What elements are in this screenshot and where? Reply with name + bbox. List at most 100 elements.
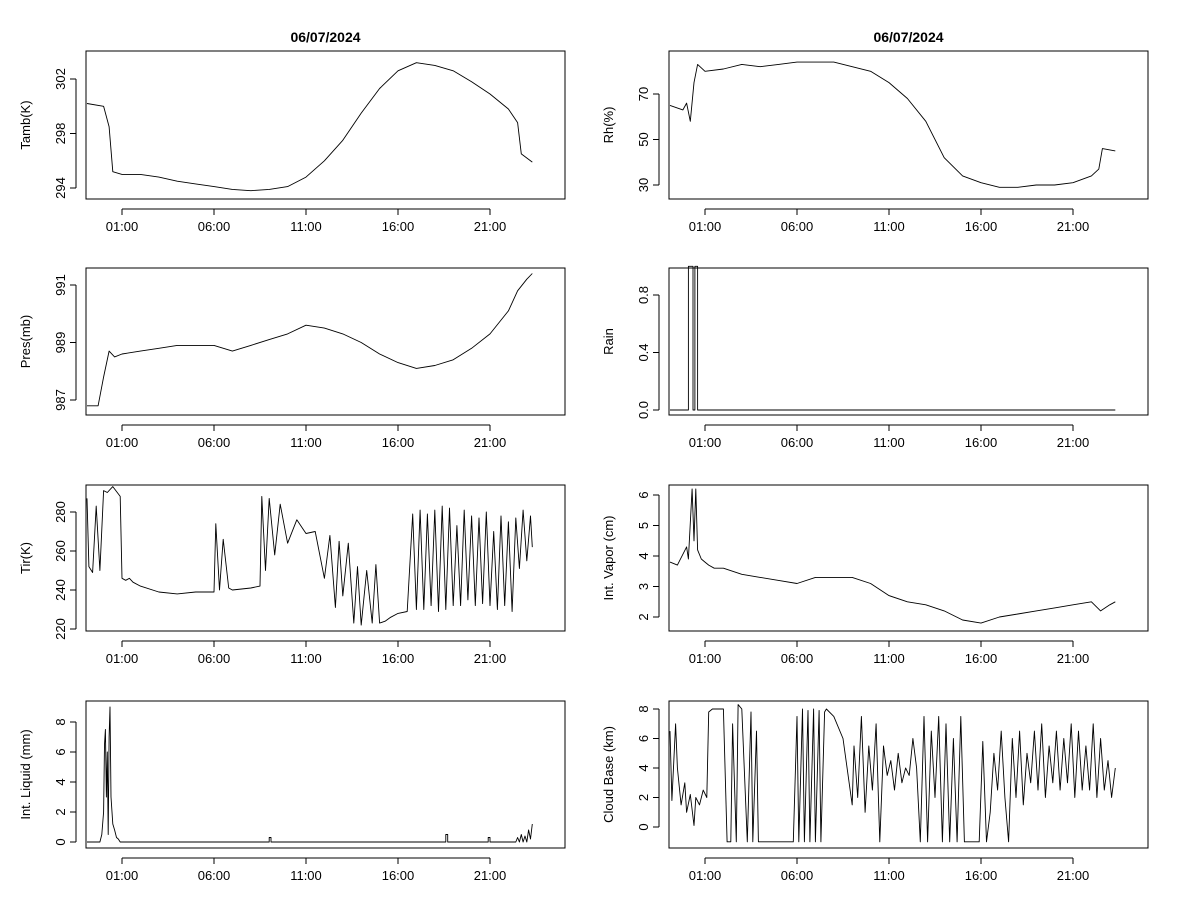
x-tick-label: 06:00 <box>198 868 231 883</box>
y-tick-label: 240 <box>53 579 68 601</box>
y-tick-label: 6 <box>636 735 651 742</box>
plot-frame <box>668 484 1149 632</box>
series-line-tir <box>86 486 533 626</box>
y-tick-label: 70 <box>636 87 651 101</box>
y-axis-label: Tamb(K) <box>18 100 33 149</box>
y-tick-label: 0.8 <box>636 286 651 304</box>
y-tick-label: 6 <box>636 491 651 498</box>
panel-cloudbase: 01:00 06:00 11:00 16:00 21:00 0 2 4 6 8 Cloud Base… <box>601 700 1149 883</box>
y-tick-label: 2 <box>53 808 68 815</box>
y-tick-label: 220 <box>53 618 68 640</box>
x-tick-label: 01:00 <box>689 219 722 234</box>
x-tick-label: 01:00 <box>106 868 139 883</box>
y-tick-label: 987 <box>53 389 68 411</box>
series-line-tamb <box>86 62 533 192</box>
panel-vapor: 01:00 06:00 11:00 16:00 21:00 2 3 4 5 6 Int. Vapor… <box>601 484 1149 666</box>
x-tick-label: 11:00 <box>873 868 905 883</box>
x-tick-label: 21:00 <box>1057 651 1090 666</box>
x-tick-label: 21:00 <box>1057 868 1090 883</box>
panel-pres: 01:00 06:00 11:00 16:00 21:00 987 989 991 Pres(m… <box>18 267 566 450</box>
x-tick-label: 06:00 <box>198 435 231 450</box>
x-tick-label: 16:00 <box>382 219 415 234</box>
y-axis-label: Rain <box>601 328 616 355</box>
x-tick-label: 21:00 <box>474 435 507 450</box>
series-line-rh <box>669 61 1116 188</box>
y-tick-label: 2 <box>636 794 651 801</box>
panel-rh: 06/07/2024 01:00 06:00 11:00 16:00 21:00 30 50 7… <box>601 29 1149 234</box>
x-tick-label: 21:00 <box>474 219 507 234</box>
series-line-cloudbase <box>669 704 1116 843</box>
x-tick-label: 01:00 <box>106 651 139 666</box>
plot-frame <box>668 267 1149 416</box>
x-tick-label: 21:00 <box>474 868 507 883</box>
y-axis-label: Cloud Base (km) <box>601 726 616 823</box>
series-line-rain <box>670 265 1116 411</box>
y-tick-label: 8 <box>636 705 651 712</box>
x-tick-label: 16:00 <box>965 219 998 234</box>
x-tick-label: 21:00 <box>1057 435 1090 450</box>
x-tick-label: 01:00 <box>106 435 139 450</box>
y-tick-label: 0.0 <box>636 401 651 419</box>
x-tick-label: 11:00 <box>290 651 322 666</box>
panel-tir: 01:00 06:00 11:00 16:00 21:00 220 240 260 280 Tir… <box>18 484 566 666</box>
panel-liquid: 01:00 06:00 11:00 16:00 21:00 0 2 4 6 8 Int. Liqui… <box>18 700 566 883</box>
x-tick-label: 21:00 <box>474 651 507 666</box>
y-tick-label: 50 <box>636 132 651 146</box>
y-axis-label: Rh(%) <box>601 107 616 144</box>
y-axis-label: Tir(K) <box>18 542 33 574</box>
y-tick-label: 302 <box>53 68 68 90</box>
x-tick-label: 11:00 <box>290 435 322 450</box>
y-tick-label: 5 <box>636 522 651 529</box>
y-tick-label: 260 <box>53 540 68 562</box>
x-tick-label: 06:00 <box>781 435 814 450</box>
y-tick-label: 6 <box>53 748 68 755</box>
x-tick-label: 11:00 <box>290 868 322 883</box>
series-line-liquid <box>87 706 533 843</box>
x-tick-label: 06:00 <box>781 868 814 883</box>
y-axis-label: Int. Liquid (mm) <box>18 729 33 819</box>
x-tick-label: 16:00 <box>382 435 415 450</box>
x-tick-label: 06:00 <box>198 651 231 666</box>
y-tick-label: 3 <box>636 583 651 590</box>
x-tick-label: 06:00 <box>198 219 231 234</box>
x-tick-label: 01:00 <box>689 868 722 883</box>
x-tick-label: 16:00 <box>965 651 998 666</box>
y-tick-label: 0 <box>53 838 68 845</box>
x-tick-label: 21:00 <box>1057 219 1090 234</box>
x-tick-label: 11:00 <box>873 219 905 234</box>
y-tick-label: 294 <box>53 177 68 199</box>
y-axis-label: Int. Vapor (cm) <box>601 515 616 600</box>
x-tick-label: 16:00 <box>382 868 415 883</box>
series-line-pres <box>87 273 533 407</box>
panel-rain: 01:00 06:00 11:00 16:00 21:00 0.0 0.4 0.8 Rain <box>601 265 1149 450</box>
y-tick-label: 4 <box>636 764 651 771</box>
plot-frame <box>668 700 1149 849</box>
x-tick-label: 11:00 <box>290 219 322 234</box>
x-tick-label: 11:00 <box>873 651 905 666</box>
y-tick-label: 4 <box>53 778 68 785</box>
y-tick-label: 0 <box>636 823 651 830</box>
x-tick-label: 01:00 <box>689 651 722 666</box>
y-tick-label: 298 <box>53 123 68 145</box>
y-tick-label: 30 <box>636 178 651 192</box>
x-tick-label: 06:00 <box>781 219 814 234</box>
y-axis-label: Pres(mb) <box>18 315 33 368</box>
plot-frame <box>85 484 566 632</box>
plot-frame <box>85 700 566 849</box>
panel-tamb: 06/07/2024 01:00 06:00 11:00 16:00 21:00 294 29… <box>18 29 566 234</box>
plot-frame <box>85 267 566 416</box>
plot-frame <box>668 50 1149 200</box>
panel-title: 06/07/2024 <box>873 29 943 45</box>
y-tick-label: 8 <box>53 718 68 725</box>
y-tick-label: 991 <box>53 274 68 296</box>
x-tick-label: 01:00 <box>689 435 722 450</box>
x-tick-label: 16:00 <box>382 651 415 666</box>
y-tick-label: 989 <box>53 332 68 354</box>
plot-frame <box>85 50 566 200</box>
series-line-vapor <box>669 488 1116 624</box>
panel-title: 06/07/2024 <box>290 29 360 45</box>
y-tick-label: 280 <box>53 501 68 523</box>
x-tick-label: 11:00 <box>873 435 905 450</box>
x-tick-label: 16:00 <box>965 435 998 450</box>
